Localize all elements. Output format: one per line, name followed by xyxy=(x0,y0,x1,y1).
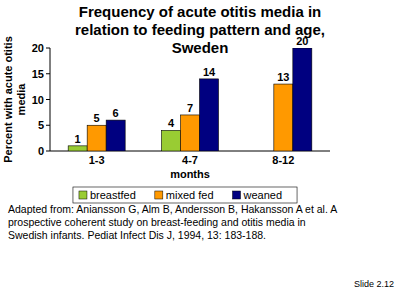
data-label: 4 xyxy=(168,117,175,129)
bar xyxy=(293,48,312,151)
data-label: 6 xyxy=(113,107,119,119)
bar xyxy=(106,120,125,151)
y-axis xyxy=(50,48,51,151)
legend-label: weaned xyxy=(243,189,283,201)
y-tick xyxy=(46,151,50,152)
y-tick xyxy=(46,73,50,74)
y-tick-label: 15 xyxy=(32,68,44,80)
legend-box xyxy=(73,187,297,203)
title-line: Sweden xyxy=(172,39,229,56)
source-note: Adapted from: Aniansson G, Alm B, Anders… xyxy=(8,203,348,242)
legend-swatch xyxy=(233,191,241,199)
bar xyxy=(87,125,106,151)
legend-label: mixed fed xyxy=(166,189,214,201)
legend-swatch xyxy=(79,191,87,199)
y-tick-label: 10 xyxy=(32,94,44,106)
legend-swatch xyxy=(155,191,163,199)
legend-label: breastfed xyxy=(90,189,136,201)
chart: Frequency of acute otitis media inrelati… xyxy=(0,0,400,293)
bar xyxy=(274,84,293,151)
title-line: relation to feeding pattern and age, xyxy=(75,21,325,38)
y-tick-label: 20 xyxy=(32,42,44,54)
y-tick xyxy=(46,125,50,126)
y-label-line: Percent with acute otitis xyxy=(2,36,14,163)
bar xyxy=(162,130,181,151)
slide-number: Slide 2.12 xyxy=(354,279,394,289)
title: Frequency of acute otitis media inrelati… xyxy=(75,3,325,56)
bar xyxy=(181,115,200,151)
x-tick-label: 1-3 xyxy=(89,154,105,166)
legend: breastfed mixed fed weaned xyxy=(73,187,297,203)
y-tick xyxy=(46,99,50,100)
bars xyxy=(68,48,312,151)
x-tick-label: 8-12 xyxy=(272,154,294,166)
data-label: 5 xyxy=(94,112,100,124)
y-axis-label: Percent with acute otitismedia xyxy=(2,36,27,163)
y-tick-label: 5 xyxy=(38,119,44,131)
title-line: Frequency of acute otitis media in xyxy=(79,3,322,20)
page: Frequency of acute otitis media inrelati… xyxy=(0,0,400,293)
data-label: 7 xyxy=(187,102,193,114)
data-label: 13 xyxy=(277,71,289,83)
y-tick-label: 0 xyxy=(38,145,44,157)
bar xyxy=(68,146,87,151)
x-tick-label: 4-7 xyxy=(182,154,198,166)
data-label: 20 xyxy=(296,35,308,47)
y-tick xyxy=(46,48,50,49)
x-axis-label: months xyxy=(170,168,210,180)
data-label: 14 xyxy=(203,66,216,78)
data-label: 1 xyxy=(75,133,81,145)
y-label-line: media xyxy=(15,83,27,116)
bar xyxy=(200,79,219,151)
